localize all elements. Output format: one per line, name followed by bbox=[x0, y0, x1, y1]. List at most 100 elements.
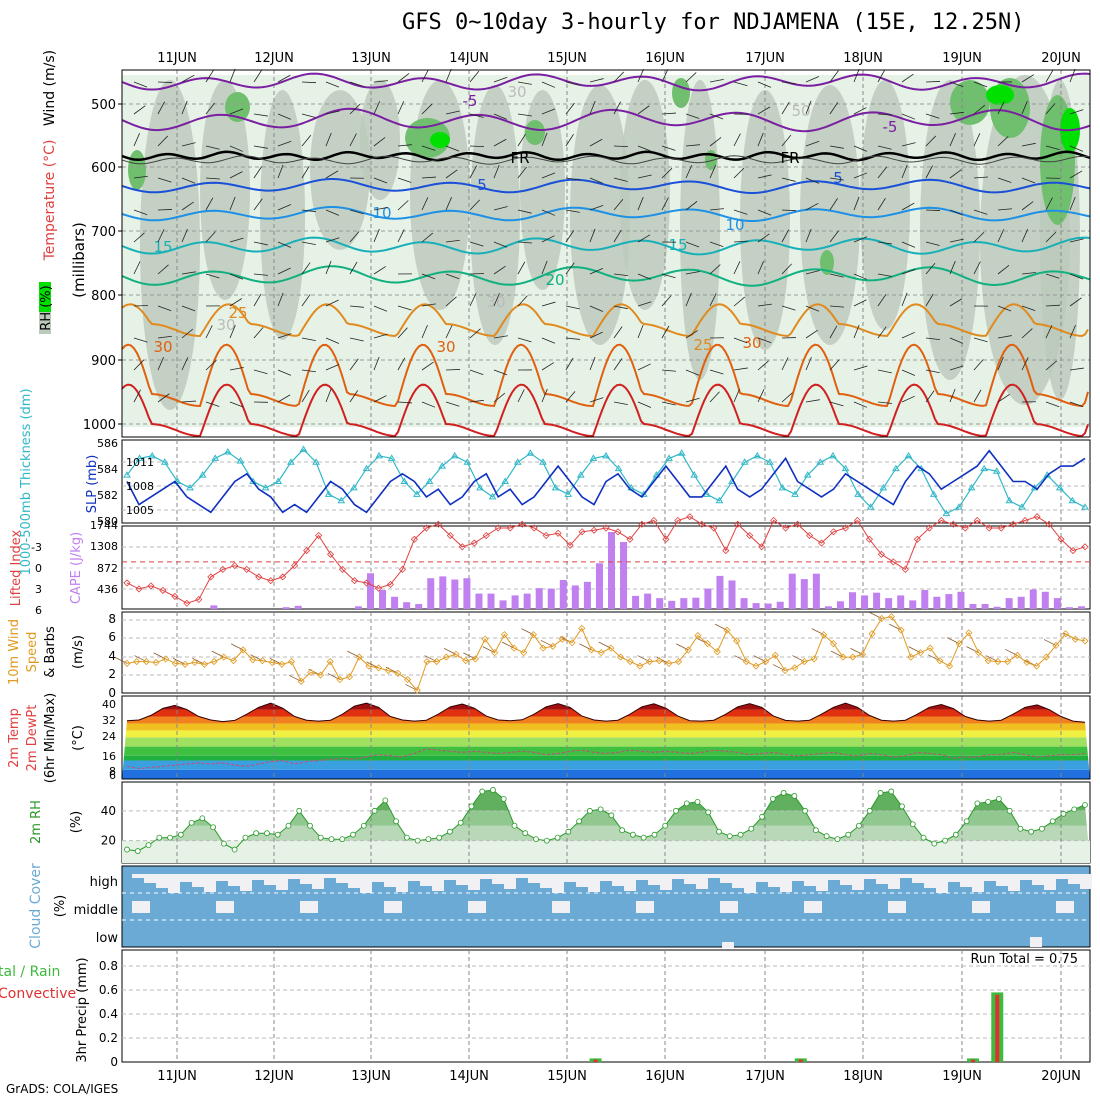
cloud-mid-gap bbox=[636, 901, 654, 913]
rh2m-point bbox=[200, 816, 205, 821]
cloud-high-gap bbox=[480, 874, 492, 879]
cloud-high-gap bbox=[780, 874, 792, 892]
rh2m-point bbox=[813, 828, 818, 833]
rh2m-point bbox=[351, 832, 356, 837]
cloud-high-gap bbox=[1020, 874, 1032, 880]
cloud-high-gap bbox=[1044, 874, 1056, 890]
cape-bar bbox=[1042, 592, 1049, 609]
rh-shade-dark bbox=[128, 150, 146, 190]
contour-label: -5 bbox=[463, 92, 478, 110]
cloud-high-gap bbox=[348, 874, 360, 888]
cape-label: CAPE (J/kg) bbox=[69, 532, 84, 604]
rh2m-label: 2m RH bbox=[29, 800, 44, 844]
rh2m-point bbox=[652, 832, 657, 837]
rh2m-point bbox=[297, 808, 302, 813]
precip-label: 3hr Precip (mm) bbox=[75, 957, 90, 1062]
cloud-high-gap bbox=[540, 874, 552, 888]
rh2m-point bbox=[555, 835, 560, 840]
rh2m-point bbox=[437, 835, 442, 840]
cloud-high-gap bbox=[312, 874, 324, 889]
legend-temperature: Temperature (°C) bbox=[42, 140, 58, 262]
rh2m-point bbox=[641, 835, 646, 840]
rh2m-point bbox=[480, 789, 485, 794]
rh2m-point bbox=[178, 832, 183, 837]
cloud-high-gap bbox=[492, 874, 504, 884]
cape-bar bbox=[849, 592, 856, 609]
cape-bar bbox=[680, 598, 687, 609]
temp2m-tick: 16 bbox=[102, 750, 116, 763]
rh2m-point bbox=[307, 823, 312, 828]
rh2m-point bbox=[1083, 802, 1088, 807]
precip-tick: 0.4 bbox=[99, 1007, 118, 1021]
cloud-mid-gap bbox=[888, 901, 906, 913]
cloud-high-gap bbox=[504, 874, 516, 889]
rh2m-point bbox=[921, 835, 926, 840]
cloud-high-gap bbox=[732, 874, 744, 888]
cloud-high-gap bbox=[876, 874, 888, 884]
rh-shade-dark bbox=[672, 78, 690, 108]
contour-label: FR bbox=[510, 149, 529, 167]
rh2m-point bbox=[275, 832, 280, 837]
rh2m-point bbox=[846, 832, 851, 837]
cape-bar bbox=[1030, 590, 1037, 609]
rh2m-point bbox=[717, 829, 722, 834]
run-total: Run Total = 0.75 bbox=[970, 952, 1078, 967]
cloud-high-gap bbox=[612, 874, 624, 886]
wind10-tick: 8 bbox=[108, 612, 116, 626]
cloud-high-gap bbox=[420, 874, 432, 886]
cloud-high-gap bbox=[852, 874, 864, 890]
rh2m-point bbox=[975, 801, 980, 806]
cape-bar bbox=[692, 598, 699, 609]
cape-bar bbox=[921, 590, 928, 609]
cloud-high-gap bbox=[960, 874, 972, 887]
cloud-high-gap bbox=[372, 874, 384, 882]
contour-label: 30 bbox=[742, 334, 761, 352]
cape-bar bbox=[524, 594, 531, 609]
date-label-bottom: 20JUN bbox=[1041, 1069, 1081, 1084]
cape-bar bbox=[512, 595, 519, 609]
cape-bar bbox=[1066, 607, 1073, 609]
cape-bar bbox=[1078, 606, 1085, 609]
precip-legend-1: tal / Rain bbox=[0, 964, 60, 980]
cloud-high-gap bbox=[300, 874, 312, 884]
pressure-tick: 700 bbox=[91, 225, 116, 240]
cape-bar bbox=[1006, 598, 1013, 609]
rh2m-point bbox=[673, 808, 678, 813]
cape-bar bbox=[945, 594, 952, 609]
lifted-label: Lifted Index bbox=[9, 529, 24, 606]
cloud-high-gap bbox=[1068, 874, 1080, 884]
rh2m-point bbox=[577, 819, 582, 824]
rh2m-point bbox=[781, 790, 786, 795]
cloud-high-gap bbox=[1008, 874, 1020, 891]
cape-bar bbox=[873, 593, 880, 609]
cloud-high-gap bbox=[516, 874, 528, 878]
rh2m-point bbox=[620, 828, 625, 833]
date-label-bottom: 12JUN bbox=[254, 1069, 294, 1084]
cloud-units: (%) bbox=[53, 895, 68, 918]
rh2m-point bbox=[372, 808, 377, 813]
rh2m-point bbox=[803, 808, 808, 813]
rh2m-point bbox=[856, 823, 861, 828]
cloud-high-gap bbox=[276, 874, 288, 890]
cape-bar bbox=[1018, 597, 1025, 609]
rh2m-point bbox=[232, 847, 237, 852]
date-label-bottom: 11JUN bbox=[157, 1069, 197, 1084]
rh2m-point bbox=[964, 819, 969, 824]
cape-bar bbox=[608, 532, 615, 609]
contour-label: 50 bbox=[791, 102, 810, 120]
rh2m-point bbox=[383, 798, 388, 803]
rh2m-point bbox=[146, 843, 151, 848]
temp2m-label-3: (6hr Min/Max) bbox=[43, 693, 58, 783]
cape-bar bbox=[861, 595, 868, 609]
cloud-high-gap bbox=[924, 874, 936, 888]
rh2m-point bbox=[609, 813, 614, 818]
wind-barb bbox=[926, 210, 940, 211]
rh2m-point bbox=[943, 838, 948, 843]
cape-bar bbox=[704, 589, 711, 609]
cloud-high-gap bbox=[624, 874, 636, 891]
rh2m-point bbox=[867, 808, 872, 813]
lifted-tick: 6 bbox=[35, 604, 42, 617]
rh2m-point bbox=[1061, 811, 1066, 816]
rh2m-point bbox=[910, 822, 915, 827]
cloud-high-gap bbox=[684, 874, 696, 884]
